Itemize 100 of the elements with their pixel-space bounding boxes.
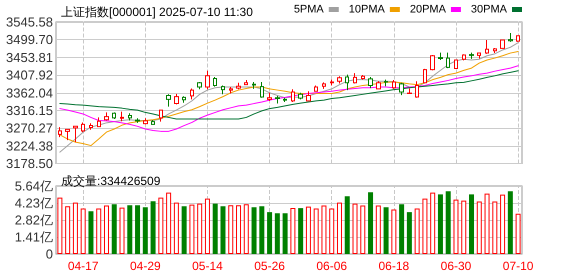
candlestick bbox=[430, 54, 435, 71]
candlestick bbox=[97, 116, 101, 128]
bar bbox=[72, 202, 78, 254]
candlestick bbox=[446, 52, 450, 69]
bar bbox=[65, 206, 70, 254]
candlestick bbox=[283, 97, 287, 103]
candlestick bbox=[438, 52, 443, 60]
bar bbox=[476, 202, 482, 254]
bar bbox=[88, 211, 94, 254]
x-tick-label: 06-30 bbox=[440, 259, 472, 273]
candlestick bbox=[58, 126, 62, 138]
bar bbox=[298, 208, 304, 254]
bar bbox=[461, 200, 466, 254]
candlestick bbox=[166, 94, 171, 108]
candlestick bbox=[174, 93, 179, 105]
bar bbox=[384, 207, 389, 254]
candlestick bbox=[65, 128, 70, 141]
candlestick bbox=[376, 80, 381, 90]
candlestick bbox=[500, 39, 505, 50]
candlestick bbox=[477, 52, 481, 59]
bar bbox=[500, 194, 506, 254]
bar bbox=[422, 198, 428, 254]
bar bbox=[484, 194, 490, 254]
chart-title: 上证指数[000001] 2025-07-10 11:30 bbox=[61, 5, 254, 19]
bar bbox=[236, 205, 242, 254]
legend-label: 20PMA bbox=[410, 4, 447, 16]
bar bbox=[244, 204, 249, 254]
bar bbox=[166, 192, 172, 254]
y-tick-label: 3362.04 bbox=[6, 85, 53, 100]
bar bbox=[376, 206, 381, 254]
bar bbox=[438, 194, 443, 254]
candlestick bbox=[384, 79, 388, 87]
candlestick bbox=[423, 68, 427, 84]
candlestick bbox=[73, 125, 78, 143]
candlestick bbox=[221, 84, 225, 95]
candlestick bbox=[337, 76, 342, 84]
bar bbox=[399, 204, 404, 254]
candlestick bbox=[392, 80, 396, 90]
candlestick bbox=[330, 79, 334, 86]
bar bbox=[469, 194, 474, 254]
bar bbox=[508, 191, 513, 254]
x-tick-label: 06-18 bbox=[378, 259, 410, 273]
y-tick-label: 2.82亿 bbox=[14, 212, 53, 228]
candlestick bbox=[205, 70, 210, 90]
candlestick bbox=[345, 74, 349, 91]
bar bbox=[120, 208, 125, 254]
bar bbox=[391, 210, 396, 254]
candlestick bbox=[213, 76, 217, 88]
y-tick-label: 3270.27 bbox=[6, 120, 53, 136]
x-tick-label: 06-06 bbox=[316, 259, 348, 273]
bar bbox=[492, 202, 498, 254]
bar bbox=[430, 192, 436, 254]
bar bbox=[406, 212, 412, 254]
y-tick-label: 3499.70 bbox=[6, 32, 53, 48]
candlestick bbox=[135, 118, 140, 124]
bar bbox=[360, 206, 366, 254]
bar bbox=[453, 200, 458, 254]
y-tick-label: 3224.38 bbox=[6, 138, 53, 154]
legend-label: 30PMA bbox=[470, 4, 508, 16]
bar bbox=[57, 198, 62, 254]
bar bbox=[182, 206, 187, 254]
candlestick bbox=[298, 92, 303, 100]
candlestick bbox=[120, 111, 124, 122]
bar bbox=[336, 202, 342, 254]
bar bbox=[267, 212, 272, 254]
candlestick bbox=[516, 34, 520, 42]
candlestick bbox=[415, 80, 419, 98]
x-tick-label: 07-10 bbox=[502, 259, 534, 273]
y-tick-label: 3453.81 bbox=[6, 50, 53, 65]
chart-title: 成交量:334426509 bbox=[61, 174, 161, 188]
candlestick bbox=[454, 60, 458, 69]
y-tick-label: 3316.15 bbox=[6, 102, 53, 118]
bar bbox=[220, 206, 226, 254]
candlestick bbox=[104, 112, 109, 122]
candlestick bbox=[112, 112, 116, 120]
bar bbox=[80, 208, 86, 254]
candlestick bbox=[493, 48, 497, 54]
bar bbox=[135, 205, 140, 254]
bar bbox=[306, 206, 311, 254]
legend-label: 10PMA bbox=[348, 4, 386, 16]
bar bbox=[104, 206, 109, 254]
x-tick-label: 05-14 bbox=[192, 259, 224, 273]
bar bbox=[321, 206, 326, 254]
candlestick bbox=[159, 110, 163, 122]
bar bbox=[314, 208, 319, 254]
bar bbox=[189, 204, 194, 254]
bar bbox=[414, 208, 420, 254]
candlestick bbox=[469, 52, 474, 60]
x-tick-label: 04-29 bbox=[130, 259, 161, 273]
bar bbox=[150, 201, 156, 254]
candlestick bbox=[306, 90, 311, 102]
candlestick bbox=[252, 81, 256, 90]
candlestick bbox=[197, 81, 202, 90]
x-tick-label: 04-17 bbox=[68, 259, 99, 273]
bar bbox=[228, 205, 234, 254]
bar bbox=[259, 206, 264, 254]
bar bbox=[352, 204, 358, 254]
x-tick-label: 05-26 bbox=[254, 259, 286, 273]
candlestick bbox=[291, 88, 295, 103]
bar bbox=[344, 196, 350, 254]
